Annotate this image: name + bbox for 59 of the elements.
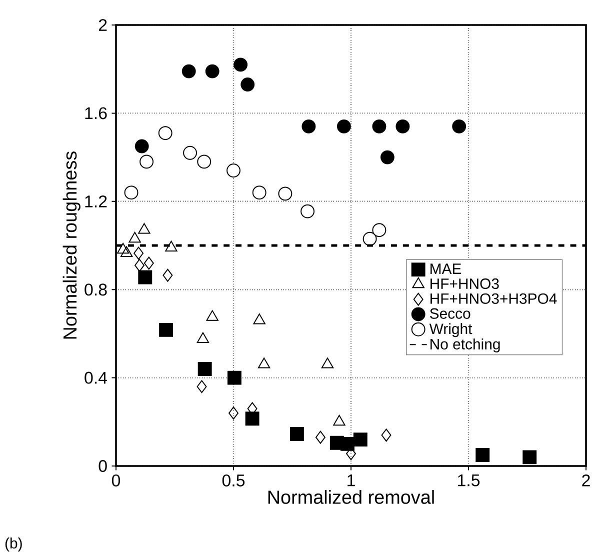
point bbox=[228, 406, 238, 420]
point bbox=[302, 119, 316, 134]
point bbox=[198, 362, 212, 376]
point bbox=[144, 256, 154, 270]
y-tick-label: 0 bbox=[98, 460, 107, 472]
point bbox=[196, 380, 207, 394]
point bbox=[381, 428, 392, 442]
point bbox=[380, 150, 394, 164]
point bbox=[245, 412, 260, 426]
x-tick-label: 1 bbox=[348, 474, 355, 486]
point bbox=[372, 119, 386, 134]
legend-label: No etching bbox=[430, 338, 500, 352]
y-tick-label: 0.8 bbox=[84, 284, 107, 296]
point bbox=[522, 450, 537, 464]
y-tick-label: 1.2 bbox=[85, 195, 107, 208]
point bbox=[353, 432, 368, 447]
y-tick-label: 1.6 bbox=[85, 107, 107, 120]
legend-label: HF+HNO3 bbox=[430, 278, 499, 290]
point bbox=[372, 223, 386, 238]
point bbox=[362, 232, 377, 246]
point bbox=[278, 186, 292, 201]
x-tick-label: 2 bbox=[582, 474, 590, 486]
y-tick-label: 2 bbox=[98, 19, 107, 31]
legend-label: HF+HNO3+H3PO4 bbox=[430, 293, 557, 304]
point bbox=[290, 427, 304, 442]
point bbox=[476, 448, 490, 462]
point bbox=[138, 270, 152, 284]
point bbox=[226, 164, 240, 178]
text: (b) bbox=[5, 538, 22, 552]
x-tick-label: 1.5 bbox=[458, 474, 480, 486]
legend-label: Wright bbox=[429, 323, 472, 338]
point bbox=[134, 139, 149, 154]
point bbox=[162, 268, 173, 282]
point bbox=[227, 370, 242, 385]
point bbox=[134, 258, 144, 272]
point bbox=[340, 436, 354, 451]
x-tick-label: 0.5 bbox=[222, 474, 245, 486]
x-tick-label: 0 bbox=[112, 474, 120, 486]
point bbox=[183, 146, 197, 160]
point bbox=[234, 58, 248, 72]
legend-label: MAE bbox=[430, 264, 462, 274]
point bbox=[452, 119, 466, 134]
point bbox=[252, 186, 266, 200]
x-axis-title: Normalized removal bbox=[268, 490, 434, 504]
point bbox=[140, 154, 154, 169]
point bbox=[197, 154, 212, 169]
y-axis-title: Normalized roughness bbox=[62, 152, 80, 339]
point bbox=[134, 246, 144, 260]
point bbox=[315, 430, 326, 444]
point bbox=[205, 64, 220, 78]
point bbox=[396, 119, 410, 134]
legend-label: Secco bbox=[430, 308, 470, 319]
point bbox=[336, 119, 351, 134]
point bbox=[300, 204, 315, 218]
point bbox=[240, 78, 255, 92]
point bbox=[158, 126, 172, 140]
point bbox=[159, 322, 174, 337]
point bbox=[182, 64, 196, 78]
y-tick-label: 0.4 bbox=[84, 372, 108, 384]
